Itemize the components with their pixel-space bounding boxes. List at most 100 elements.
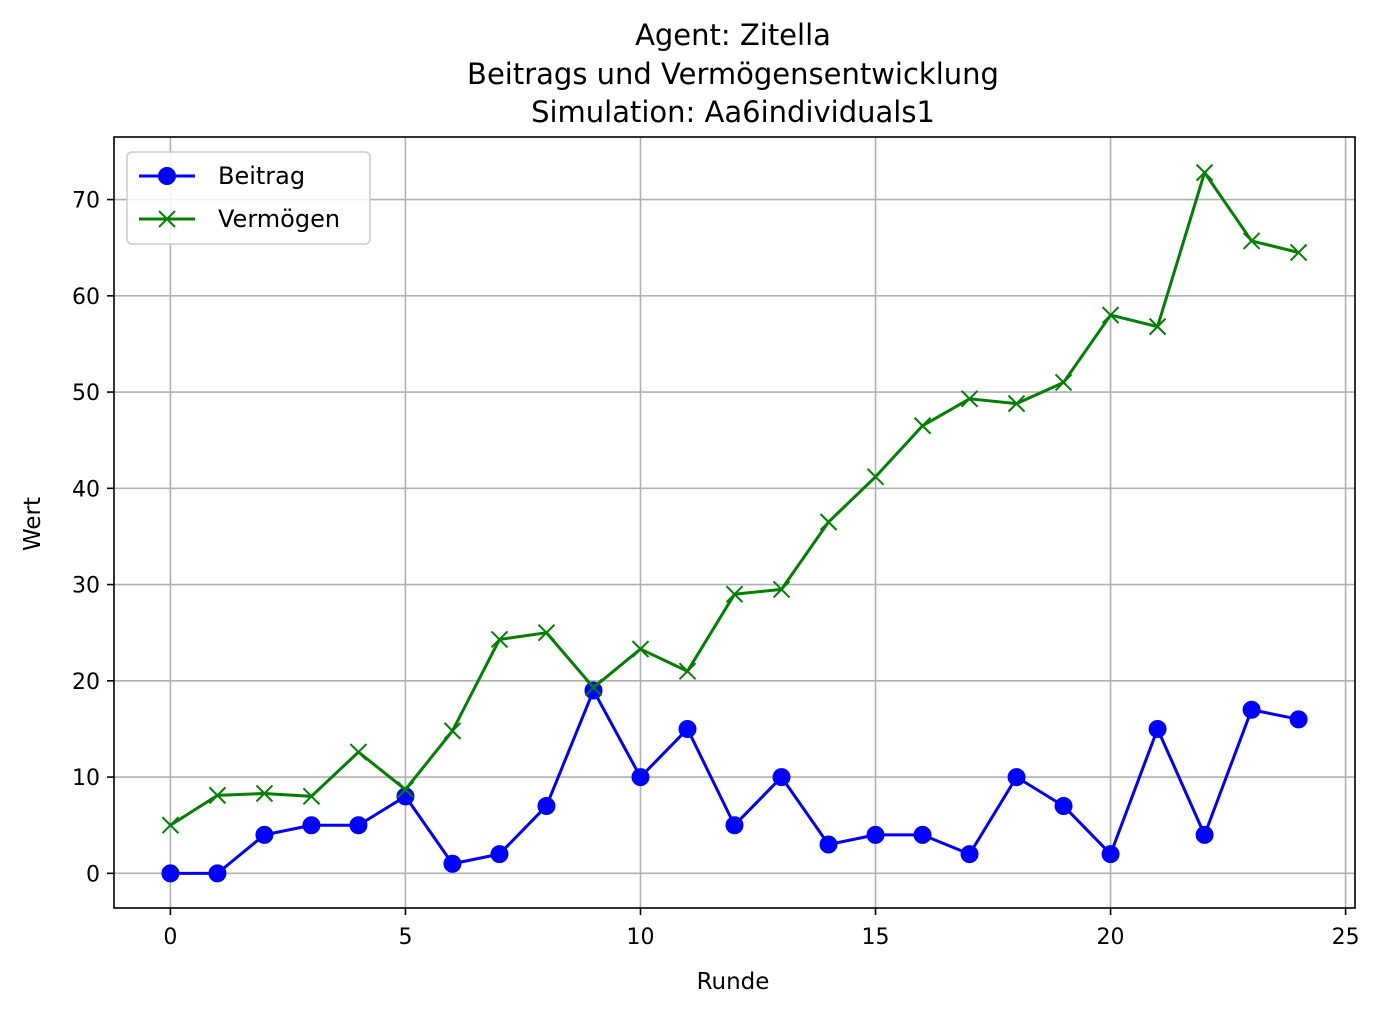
data-point xyxy=(725,816,744,835)
chart-title: Agent: Zitella Beitrags und Vermögensent… xyxy=(467,18,999,129)
data-point xyxy=(537,624,556,642)
y-tick-label: 30 xyxy=(72,574,100,599)
data-point-stroke xyxy=(819,513,838,531)
legend-item: Vermögen xyxy=(139,205,340,233)
data-point-stroke xyxy=(302,787,321,806)
data-point-stroke xyxy=(1101,306,1120,324)
data-point-stroke xyxy=(960,390,979,408)
data-point-stroke xyxy=(1148,317,1167,336)
data-point xyxy=(1054,373,1073,392)
title-line-3: Simulation: Aa6individuals1 xyxy=(531,95,935,129)
title-line-1: Agent: Zitella xyxy=(635,18,831,52)
x-tick-label: 5 xyxy=(398,925,412,950)
data-point-stroke xyxy=(1195,163,1214,182)
data-point xyxy=(678,719,697,738)
data-point-stroke xyxy=(584,678,603,697)
y-tick-label: 60 xyxy=(72,285,100,310)
data-point-stroke xyxy=(208,786,227,805)
data-point xyxy=(349,816,368,835)
data-point-stroke xyxy=(1242,232,1261,250)
data-point-stroke xyxy=(678,662,697,680)
data-point-stroke xyxy=(255,784,274,803)
data-point xyxy=(819,835,838,854)
data-point-stroke xyxy=(1289,243,1308,262)
data-point xyxy=(772,768,791,787)
data-point xyxy=(1007,768,1026,787)
data-point xyxy=(1101,306,1120,324)
data-point-stroke xyxy=(537,624,556,642)
y-tick-label: 40 xyxy=(72,477,100,502)
data-point xyxy=(302,787,321,806)
data-point xyxy=(913,825,932,844)
data-point-stroke xyxy=(490,630,509,649)
data-point xyxy=(866,468,885,486)
data-point-stroke xyxy=(913,417,932,435)
data-point-stroke xyxy=(443,722,462,740)
x-tick-label: 0 xyxy=(163,925,177,950)
data-point xyxy=(772,580,791,599)
data-point xyxy=(443,854,462,873)
grid xyxy=(114,137,1355,908)
data-point xyxy=(490,630,509,649)
data-point xyxy=(1242,232,1261,250)
data-point xyxy=(866,825,885,844)
data-point xyxy=(161,816,180,834)
series-0 xyxy=(161,681,1308,883)
data-point xyxy=(1101,845,1120,864)
data-point xyxy=(1195,163,1214,182)
data-point xyxy=(960,390,979,408)
title-line-2: Beitrags und Vermögensentwicklung xyxy=(467,57,999,91)
data-point-stroke xyxy=(725,585,744,603)
data-point xyxy=(1148,719,1167,738)
series-layer xyxy=(161,163,1308,883)
legend-marker xyxy=(158,167,176,185)
data-point xyxy=(396,780,415,799)
data-point xyxy=(1007,394,1026,413)
x-tick-label: 20 xyxy=(1097,925,1125,950)
y-tick-label: 20 xyxy=(72,670,100,695)
legend-label: Beitrag xyxy=(218,162,305,190)
data-point xyxy=(960,845,979,864)
data-point xyxy=(490,845,509,864)
data-point xyxy=(1195,825,1214,844)
data-point-stroke xyxy=(866,468,885,486)
x-tick-label: 10 xyxy=(626,925,654,950)
data-point-stroke xyxy=(396,780,415,799)
data-point xyxy=(255,784,274,803)
plot-frame xyxy=(113,136,1356,909)
legend-marker-stroke xyxy=(158,210,176,228)
ticks: 0 5 10 15 20 25 0 10 20 30 40 50 60 70 xyxy=(72,189,1360,950)
data-point-stroke xyxy=(1054,373,1073,392)
data-point xyxy=(819,513,838,531)
data-point xyxy=(208,786,227,805)
data-point xyxy=(161,864,180,883)
data-point-stroke xyxy=(1007,394,1026,413)
data-point xyxy=(678,662,697,680)
data-point xyxy=(584,678,603,697)
series-1 xyxy=(161,163,1308,834)
data-point xyxy=(537,796,556,815)
data-point-stroke xyxy=(349,743,368,761)
data-point xyxy=(255,825,274,844)
data-point xyxy=(302,816,321,835)
data-point xyxy=(631,640,650,658)
data-point xyxy=(631,768,650,787)
legend-label: Vermögen xyxy=(218,205,340,233)
data-point xyxy=(443,722,462,740)
y-tick-label: 10 xyxy=(72,766,100,791)
data-point xyxy=(725,585,744,603)
data-point-stroke xyxy=(631,640,650,658)
data-point-stroke xyxy=(772,580,791,599)
x-axis-label: Runde xyxy=(697,969,770,995)
y-tick-label: 70 xyxy=(72,189,100,214)
data-point xyxy=(1054,796,1073,815)
data-point xyxy=(349,743,368,761)
y-tick-label: 50 xyxy=(72,381,100,406)
data-point xyxy=(1148,317,1167,336)
data-point xyxy=(1289,243,1308,262)
data-point xyxy=(1289,710,1308,729)
data-point xyxy=(913,417,932,435)
data-point xyxy=(584,681,603,700)
x-tick-label: 15 xyxy=(862,925,890,950)
